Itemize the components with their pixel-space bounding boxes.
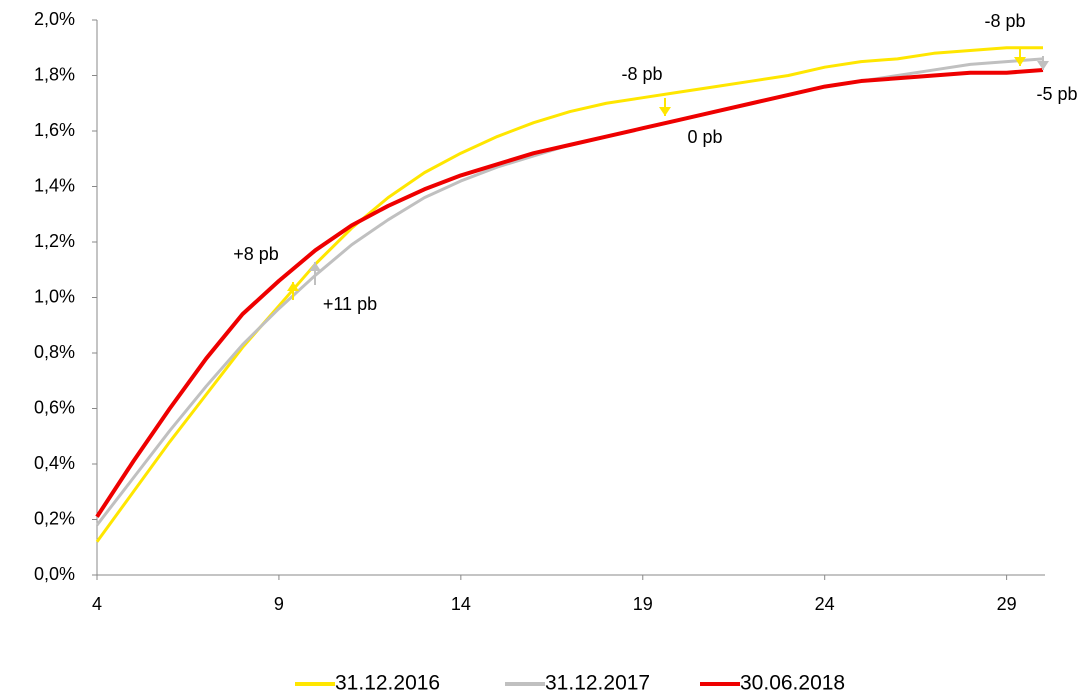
annotation: 0 pb	[687, 127, 722, 147]
annotation-arrowhead	[287, 282, 299, 291]
y-tick-label: 0,0%	[34, 564, 75, 584]
y-tick-label: 0,4%	[34, 453, 75, 473]
series-line	[95, 46, 1043, 543]
x-tick-label: 29	[997, 594, 1017, 614]
y-tick-label: 1,4%	[34, 175, 75, 195]
x-tick-label: 9	[274, 594, 284, 614]
annotation-arrowhead	[309, 262, 321, 271]
x-tick-label: 4	[92, 594, 102, 614]
y-tick-label: 1,8%	[34, 64, 75, 84]
annotation: -8 pb	[984, 11, 1025, 31]
annotation-arrowhead	[659, 107, 671, 116]
y-tick-label: 1,2%	[34, 231, 75, 251]
legend-label: 31.12.2017	[545, 672, 650, 695]
annotation: -5 pb	[1036, 84, 1077, 104]
series-line	[95, 67, 1044, 518]
x-tick-label: 24	[815, 594, 835, 614]
series-line	[95, 57, 1044, 526]
annotation: -8 pb	[621, 64, 662, 84]
annotation-arrowhead	[1037, 61, 1049, 70]
y-tick-label: 1,6%	[34, 120, 75, 140]
y-tick-label: 2,0%	[34, 9, 75, 29]
y-tick-label: 0,2%	[34, 508, 75, 528]
x-tick-label: 14	[451, 594, 471, 614]
annotation-arrowhead	[1014, 57, 1026, 66]
annotation: +11 pb	[323, 294, 377, 314]
y-tick-label: 1,0%	[34, 286, 75, 306]
annotation: +8 pb	[233, 244, 279, 264]
legend-label: 31.12.2016	[335, 672, 440, 695]
x-tick-label: 19	[633, 594, 653, 614]
y-tick-label: 0,6%	[34, 397, 75, 417]
y-tick-label: 0,8%	[34, 342, 75, 362]
legend-label: 30.06.2018	[740, 672, 845, 695]
